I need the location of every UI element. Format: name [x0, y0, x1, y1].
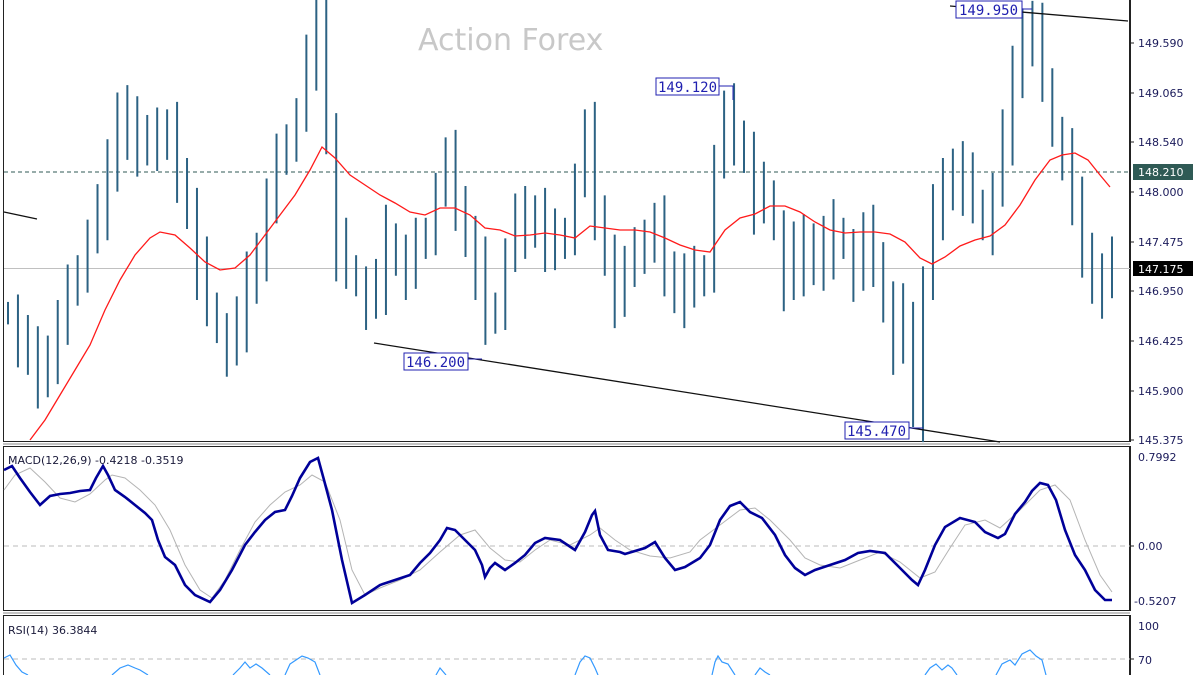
svg-text:146.950: 146.950: [1138, 285, 1184, 298]
svg-text:146.425: 146.425: [1138, 335, 1184, 348]
price-bars: [7, 0, 1113, 443]
svg-text:0.00: 0.00: [1138, 540, 1163, 553]
current-price-badge: [1133, 261, 1193, 276]
svg-text:149.065: 149.065: [1138, 87, 1184, 100]
rsi-line: [3, 654, 29, 675]
svg-text:145.900: 145.900: [1138, 385, 1184, 398]
price-panel-frame: [3, 0, 1130, 442]
svg-text:148.540: 148.540: [1138, 136, 1184, 149]
rsi-panel-frame: [3, 615, 1130, 675]
macd-axis: 0.7992 0.00 -0.5207: [1130, 446, 1177, 611]
rsi-axis: 100 70: [1130, 615, 1159, 675]
svg-text:100: 100: [1138, 620, 1159, 633]
svg-text:147.175: 147.175: [1138, 263, 1184, 276]
rsi-label: RSI(14) 36.3844: [8, 624, 97, 637]
svg-text:145.470: 145.470: [847, 424, 906, 440]
callout-149950: 149.950: [955, 0, 1032, 19]
moving-average-line: [29, 145, 1111, 441]
svg-text:148.000: 148.000: [1138, 186, 1184, 199]
macd-panel-frame: [3, 446, 1130, 611]
svg-text:149.590: 149.590: [1138, 37, 1184, 50]
svg-text:148.210: 148.210: [1138, 166, 1184, 179]
macd-main-line: [3, 456, 1112, 606]
svg-text:0.7992: 0.7992: [1138, 451, 1177, 464]
svg-text:149.950: 149.950: [959, 3, 1018, 19]
watermark: Action Forex: [418, 23, 603, 58]
svg-text:-0.5207: -0.5207: [1134, 595, 1176, 608]
macd-label: MACD(12,26,9) -0.4218 -0.3519: [8, 454, 183, 467]
svg-text:70: 70: [1138, 654, 1152, 667]
callout-145470: 145.470: [844, 421, 923, 440]
svg-text:149.120: 149.120: [658, 80, 717, 96]
svg-text:147.475: 147.475: [1138, 236, 1184, 249]
macd-signal-line: [3, 467, 1113, 599]
left-trendline: [3, 211, 38, 220]
price-axis: 149.590 149.065 148.540 148.210 148.000 …: [1130, 0, 1193, 447]
callout-146200: 146.200: [403, 352, 482, 371]
callout-149120: 149.120: [655, 77, 734, 100]
reference-price-badge: [1133, 164, 1193, 180]
svg-text:145.375: 145.375: [1138, 434, 1184, 447]
svg-text:146.200: 146.200: [406, 355, 465, 371]
